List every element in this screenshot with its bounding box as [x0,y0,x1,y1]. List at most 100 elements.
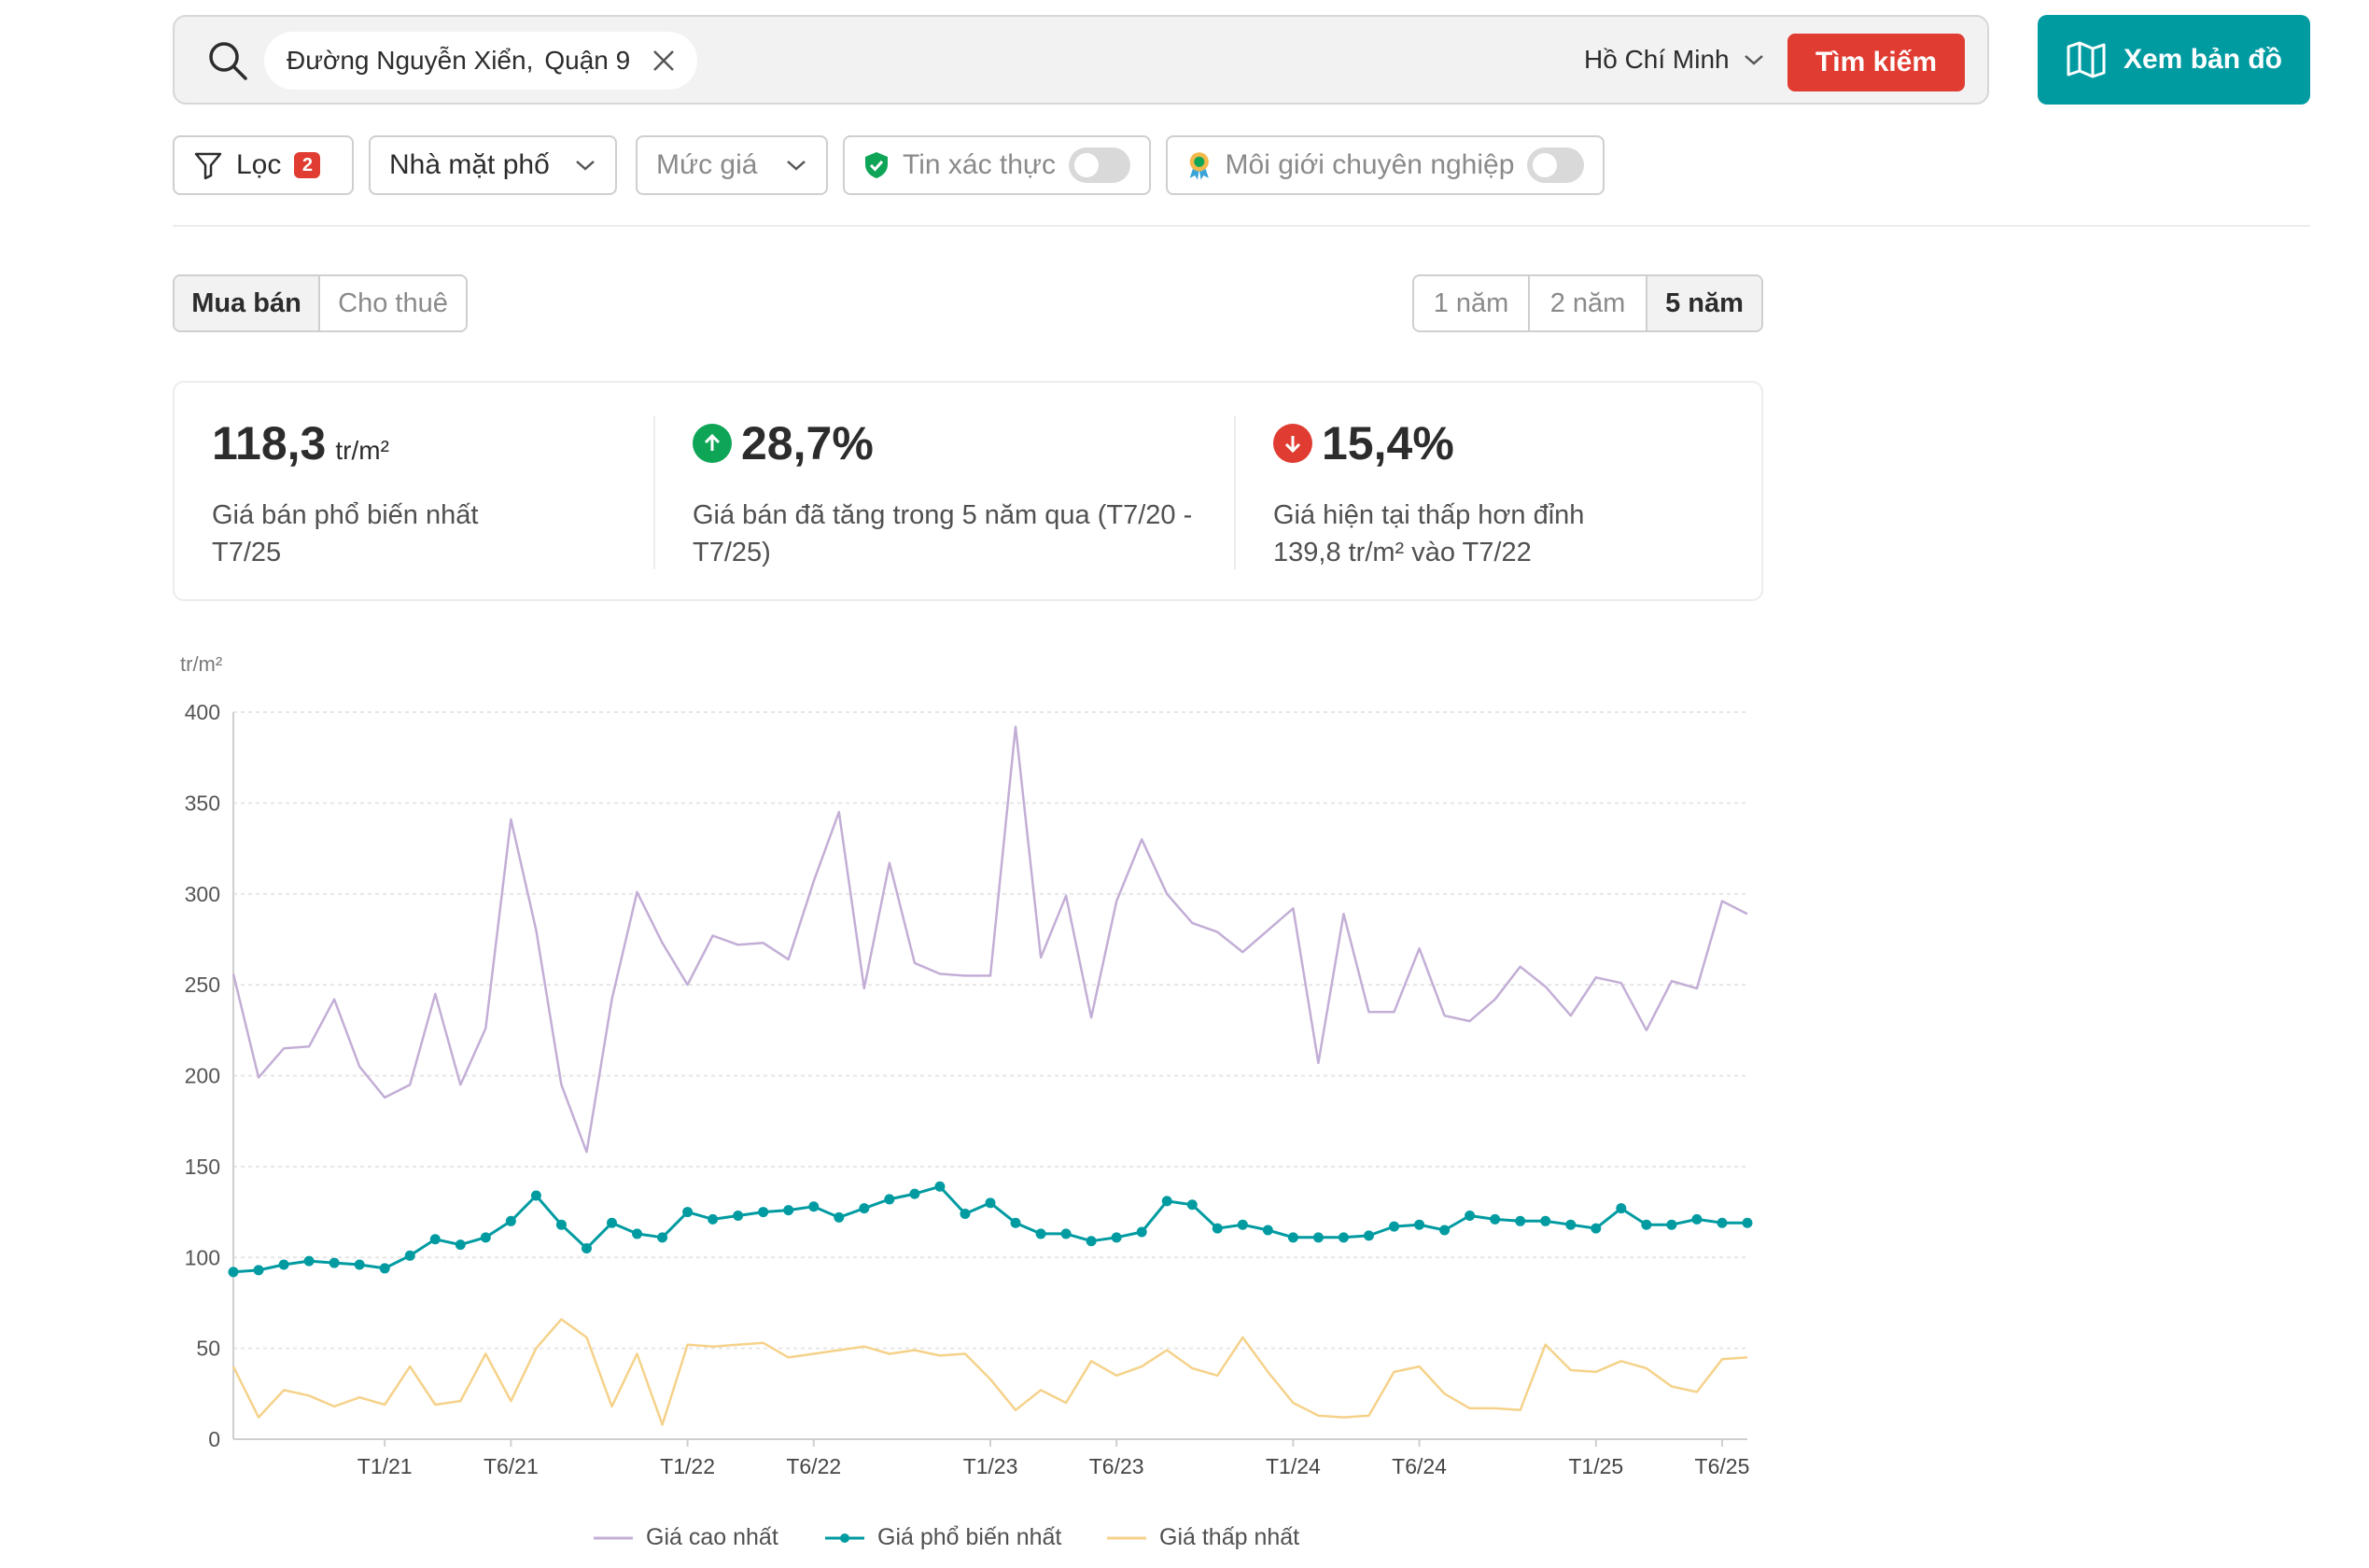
data-point[interactable] [783,1205,794,1216]
data-point[interactable] [1364,1230,1374,1241]
data-point[interactable] [1287,1232,1298,1243]
legend-item-high[interactable]: Giá cao nhất [594,1524,778,1551]
data-point[interactable] [733,1210,744,1221]
data-point[interactable] [1262,1225,1273,1236]
data-point[interactable] [884,1194,895,1205]
data-point[interactable] [555,1219,567,1230]
stat-value: 118,3 tr/m² [212,416,389,470]
x-tick-label: T6/22 [786,1454,841,1478]
close-icon[interactable] [651,48,677,74]
legend-item-low[interactable]: Giá thấp nhất [1107,1524,1299,1551]
chart-axes: 0 50 100 150 200 250 300 350 400 T1/21 T6/21 T1/22 T… [185,700,1750,1478]
data-point[interactable] [455,1239,466,1251]
data-point[interactable] [1237,1219,1248,1230]
data-point[interactable] [834,1211,845,1223]
data-point[interactable] [909,1188,920,1199]
stat-divider [1234,416,1236,569]
data-point[interactable] [1338,1232,1349,1243]
data-point[interactable] [429,1234,441,1245]
data-point[interactable] [1161,1196,1172,1207]
data-point[interactable] [354,1259,365,1270]
data-point[interactable] [329,1257,340,1268]
data-point[interactable] [1212,1223,1223,1234]
data-point[interactable] [278,1259,289,1270]
data-point[interactable] [1490,1213,1501,1225]
data-point[interactable] [404,1250,415,1261]
price-select[interactable]: Mức giá [636,135,828,195]
verified-filter[interactable]: Tin xác thực [843,135,1151,195]
data-point[interactable] [1515,1215,1526,1226]
pro-broker-filter[interactable]: Môi giới chuyên nghiệp [1166,135,1605,195]
range-tabs: 1 năm 2 năm 5 năm [1412,274,1763,332]
data-point[interactable] [1717,1217,1728,1228]
data-point[interactable] [581,1243,592,1254]
tab-cho-thue[interactable]: Cho thuê [338,287,448,318]
price-label: Mức giá [656,149,758,180]
x-tick-label: T6/21 [484,1454,539,1478]
data-point[interactable] [1312,1232,1324,1243]
search-icon[interactable] [206,39,249,82]
data-point[interactable] [1086,1236,1097,1247]
stat-description: Giá hiện tại thấp hơn đỉnh 139,8 tr/m² v… [1273,497,1584,571]
chevron-down-icon [1744,55,1763,65]
data-point[interactable] [934,1181,946,1192]
legend-item-popular[interactable]: Giá phổ biến nhất [825,1524,1061,1551]
location-chip[interactable]: Đường Nguyễn Xiển, Quận 9 [264,32,698,90]
data-point[interactable] [1060,1228,1072,1239]
property-type-select[interactable]: Nhà mặt phố [369,135,617,195]
data-point[interactable] [303,1255,315,1267]
data-point[interactable] [1465,1210,1476,1221]
data-point[interactable] [708,1213,719,1225]
data-point[interactable] [530,1190,541,1201]
verified-toggle[interactable] [1069,147,1130,183]
data-point[interactable] [1641,1219,1652,1230]
data-point[interactable] [859,1203,870,1214]
data-point[interactable] [1111,1232,1122,1243]
data-point[interactable] [1666,1219,1677,1230]
data-point[interactable] [657,1232,668,1243]
data-point[interactable] [1616,1203,1627,1214]
data-point[interactable] [480,1232,491,1243]
data-point[interactable] [607,1217,617,1228]
data-point[interactable] [1540,1215,1551,1226]
x-tick-label: T1/21 [357,1454,413,1478]
data-point[interactable] [808,1201,820,1212]
data-point[interactable] [1414,1219,1425,1230]
data-point[interactable] [379,1263,390,1274]
stat-description: Giá bán đã tăng trong 5 năm qua (T7/20 -… [693,497,1192,571]
view-map-button[interactable]: Xem bản đồ [2038,15,2310,105]
data-point[interactable] [1389,1221,1400,1232]
award-ribbon-icon [1189,152,1209,180]
tab-mua-ban[interactable]: Mua bán [175,276,320,330]
stat-value: 28,7% [693,416,874,470]
data-point[interactable] [505,1215,516,1226]
city-select[interactable]: Hồ Chí Minh [1584,45,1765,75]
tab-2-years[interactable]: 2 năm [1530,276,1647,330]
data-point[interactable] [228,1267,239,1278]
data-point[interactable] [758,1207,769,1218]
data-point[interactable] [1742,1217,1753,1228]
stat-unit: tr/m² [335,436,389,465]
data-point[interactable] [632,1228,643,1239]
data-point[interactable] [1010,1217,1021,1228]
filter-button[interactable]: Lọc 2 [173,135,354,195]
stat-desc-line: 139,8 tr/m² vào T7/22 [1273,538,1532,567]
data-point[interactable] [1439,1225,1451,1236]
pro-broker-toggle[interactable] [1527,147,1584,183]
data-point[interactable] [682,1207,694,1218]
data-point[interactable] [1136,1226,1147,1238]
data-point[interactable] [1186,1199,1198,1211]
data-point[interactable] [960,1209,971,1220]
tab-5-years[interactable]: 5 năm [1647,276,1761,330]
funnel-icon [194,152,222,180]
data-point[interactable] [1565,1219,1577,1230]
data-point[interactable] [1691,1213,1703,1225]
data-point[interactable] [1035,1228,1046,1239]
data-point[interactable] [1591,1223,1602,1234]
tab-1-year[interactable]: 1 năm [1414,276,1530,330]
data-point[interactable] [985,1197,996,1209]
y-tick-label: 50 [196,1337,220,1361]
data-point[interactable] [253,1265,264,1276]
chevron-down-icon [787,161,806,171]
search-button[interactable]: Tìm kiếm [1787,34,1965,91]
